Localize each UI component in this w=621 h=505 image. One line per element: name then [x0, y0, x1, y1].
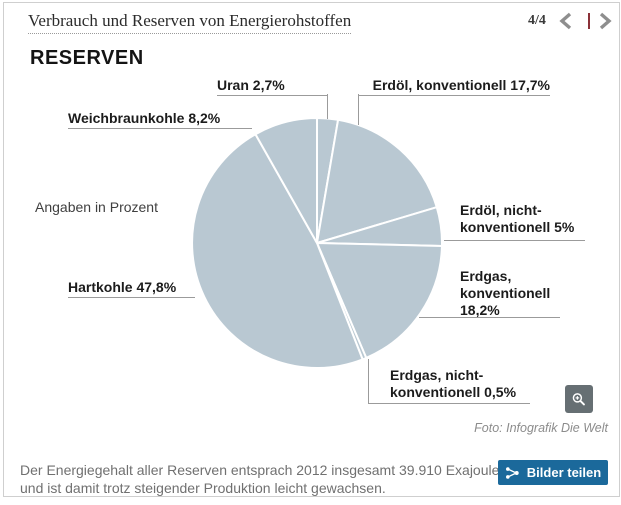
chevron-left-icon — [559, 12, 572, 30]
infographic-widget: Verbrauch und Reserven von Energierohsto… — [3, 2, 620, 497]
label-erdoel-nicht-konventionell: Erdöl, nicht- konventionell 5% — [460, 202, 575, 235]
pie-slice-7-weichbraunkohle[interactable] — [254, 117, 318, 244]
next-slide-button[interactable] — [594, 11, 614, 31]
leader-line-erdoel-nicht-konventionell — [444, 240, 585, 241]
leader-line-erdgas-nicht-konventionell-vertical — [368, 359, 369, 403]
label-weichbraunkohle: Weichbraunkohle 8,2% — [68, 110, 252, 129]
zoom-image-button[interactable] — [565, 385, 593, 413]
share-button[interactable]: Bilder teilen — [498, 460, 608, 485]
pie-chart — [191, 117, 443, 369]
label-erdoel-konventionell: Erdöl, konventionell 17,7% — [358, 77, 550, 96]
gallery-title-link[interactable]: Verbrauch und Reserven von Energierohsto… — [28, 11, 352, 34]
label-uran: Uran 2,7% — [217, 77, 328, 96]
image-caption: Der Energiegehalt aller Reserven entspra… — [20, 462, 500, 496]
prev-slide-button[interactable] — [557, 11, 577, 31]
leader-line-erdgas-konventionell — [419, 317, 560, 318]
pager-divider — [588, 13, 590, 29]
share-button-label: Bilder teilen — [526, 465, 602, 480]
page-indicator: 4/4 — [528, 13, 546, 28]
label-erdgas-nicht-konventionell: Erdgas, nicht- konventionell 0,5% — [390, 367, 517, 400]
chart-title: RESERVEN — [30, 47, 144, 69]
leader-line-uran — [327, 94, 328, 119]
magnifier-plus-icon — [572, 392, 585, 405]
share-icon — [505, 466, 519, 479]
label-hartkohle: Hartkohle 47,8% — [68, 279, 195, 298]
pie-slice-2-erd-l-konventionell[interactable] — [316, 118, 438, 244]
pie-slice-4-erdgas-konventionell[interactable] — [316, 242, 443, 359]
unit-note: Angaben in Prozent — [35, 199, 158, 215]
label-erdgas-konventionell: Erdgas, konventionell 18,2% — [460, 268, 551, 318]
pie-slice-6-hartkohle[interactable] — [191, 133, 364, 369]
leader-line-erdgas-nicht-konventionell-horizontal — [368, 403, 530, 404]
chevron-right-icon — [599, 12, 612, 30]
leader-line-erdoel-konventionell — [358, 94, 359, 125]
photo-credit: Foto: Infografik Die Welt — [474, 421, 608, 435]
